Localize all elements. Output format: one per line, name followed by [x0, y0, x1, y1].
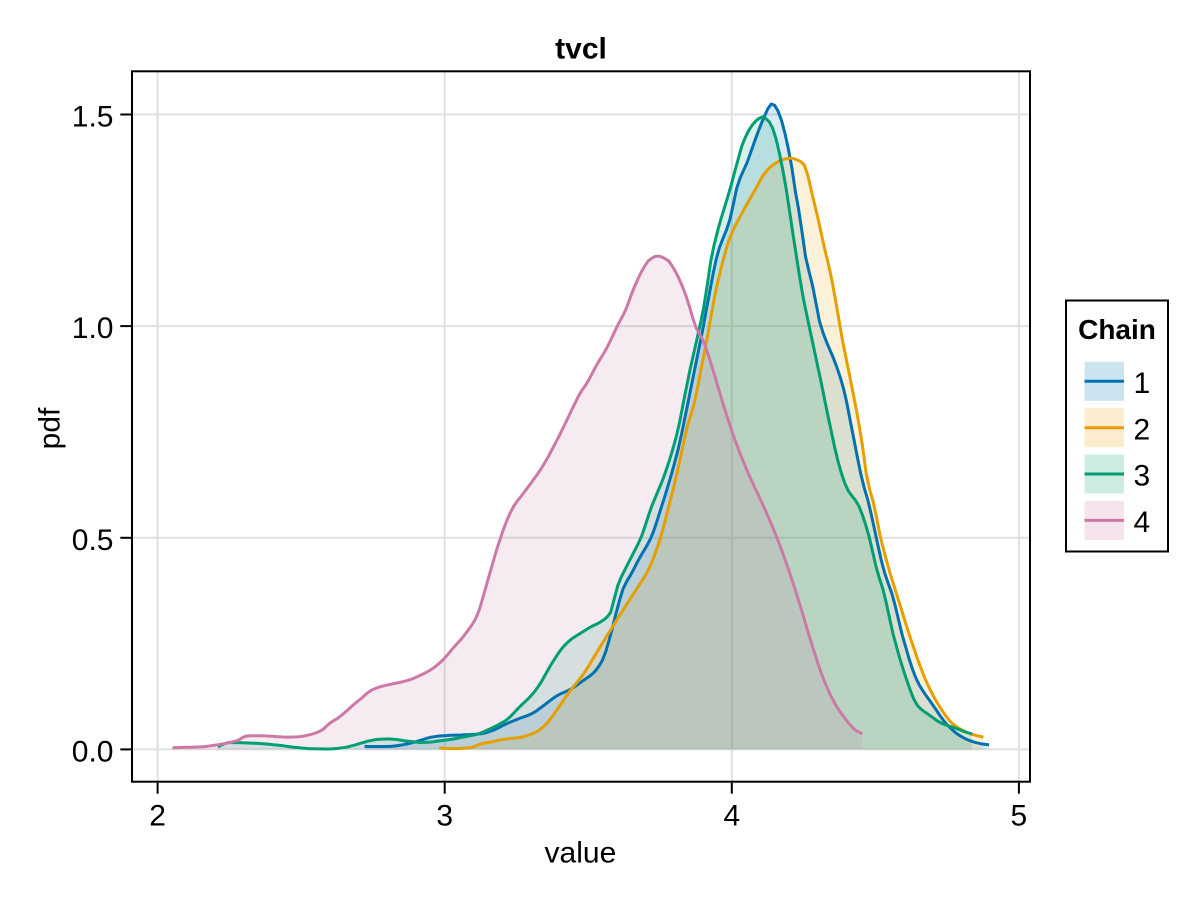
- svg-text:3: 3: [436, 800, 453, 833]
- svg-text:2: 2: [149, 800, 166, 833]
- svg-text:1.0: 1.0: [72, 312, 114, 345]
- svg-text:4: 4: [1134, 506, 1151, 539]
- svg-text:Chain: Chain: [1078, 314, 1156, 345]
- svg-text:3: 3: [1134, 460, 1151, 493]
- svg-text:4: 4: [723, 800, 740, 833]
- svg-text:5: 5: [1011, 800, 1028, 833]
- svg-text:0.5: 0.5: [72, 524, 114, 557]
- svg-text:pdf: pdf: [34, 407, 67, 449]
- svg-text:1.5: 1.5: [72, 101, 114, 134]
- svg-text:tvcl: tvcl: [555, 33, 607, 66]
- svg-text:2: 2: [1134, 413, 1151, 446]
- svg-text:1: 1: [1134, 367, 1151, 400]
- svg-text:0.0: 0.0: [72, 735, 114, 768]
- svg-text:value: value: [545, 837, 617, 870]
